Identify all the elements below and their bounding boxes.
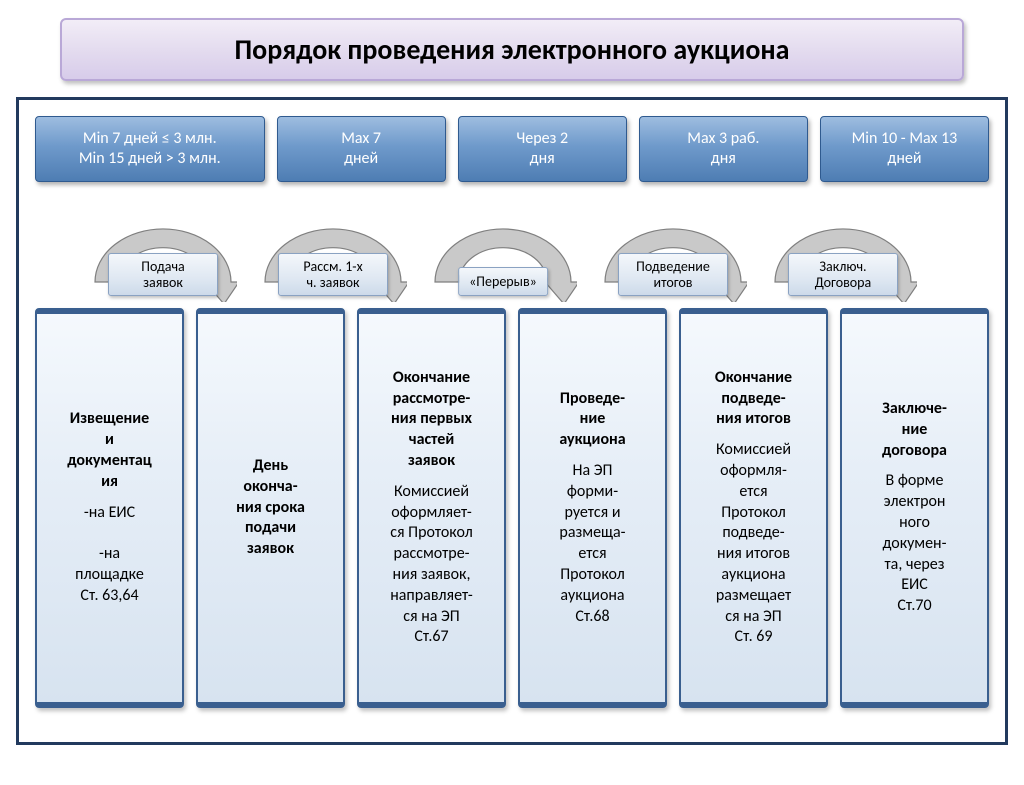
stage-body: -на ЕИС-наплощадкеСт. 63,64: [45, 503, 174, 607]
time-box: Max 7дней: [277, 116, 446, 182]
time-box-text: Max 3 раб.дня: [687, 129, 759, 169]
arc-group: Заключ.Договора: [769, 192, 917, 302]
time-box-text: Max 7дней: [341, 129, 381, 169]
arc-label: Рассм. 1-хч. заявок: [278, 253, 388, 296]
stage-box: Окончаниеподведе-ния итогов Комиссиейофор…: [679, 308, 828, 708]
page-title: Порядок проведения электронного аукциона: [72, 32, 952, 67]
time-box-text: Через 2дня: [516, 129, 568, 169]
arc-label: «Перерыв»: [458, 267, 548, 296]
stage-body: Комиссиейоформляет-ся Протоколрассмотре-…: [367, 482, 496, 648]
stage-title: Окончаниерассмотре-ния первыхчастейзаяво…: [367, 368, 496, 472]
time-box: Min 10 - Max 13дней: [820, 116, 989, 182]
arc-label: Подведениеитогов: [618, 253, 728, 296]
arc-group: Подачазаявок: [89, 192, 237, 302]
arc-group: Подведениеитогов: [599, 192, 747, 302]
arc-label: Заключ.Договора: [788, 253, 898, 296]
stage-box: Окончаниерассмотре-ния первыхчастейзаяво…: [357, 308, 506, 708]
arc-label: Подачазаявок: [108, 253, 218, 296]
time-box: Через 2дня: [458, 116, 627, 182]
stage-title: Окончаниеподведе-ния итогов: [689, 368, 818, 430]
time-box-row: Min 7 дней ≤ 3 млн.Min 15 дней > 3 млн. …: [31, 112, 993, 182]
title-banner: Порядок проведения электронного аукциона: [60, 18, 964, 81]
stage-box: Заключе-ниедоговора В формеэлектронногодо…: [840, 308, 989, 708]
stage-body: В формеэлектронногодокумен-та, черезЕИСС…: [850, 471, 979, 617]
stage-box: Извещениеидокументация -на ЕИС-наплощадке…: [35, 308, 184, 708]
arrow-row: Подачазаявок Рассм. 1-хч. заявок «Переры…: [31, 192, 993, 302]
stage-body: На ЭПформи-руется иразмеща-етсяПротокола…: [528, 461, 657, 627]
stage-title: Проведе-ниеаукциона: [528, 389, 657, 451]
time-box-text: Min 7 дней ≤ 3 млн.Min 15 дней > 3 млн.: [79, 129, 221, 169]
main-frame: Min 7 дней ≤ 3 млн.Min 15 дней > 3 млн. …: [16, 97, 1008, 745]
stage-body: Комиссиейоформля-етсяПротоколподведе-ния…: [689, 440, 818, 648]
time-box: Min 7 дней ≤ 3 млн.Min 15 дней > 3 млн.: [35, 116, 265, 182]
time-box: Max 3 раб.дня: [639, 116, 808, 182]
stage-row: Извещениеидокументация -на ЕИС-наплощадке…: [31, 302, 993, 708]
arc-group: «Перерыв»: [429, 192, 577, 302]
stage-box: Деньоконча-ния срокаподачизаявок: [196, 308, 345, 708]
time-box-text: Min 10 - Max 13дней: [852, 129, 958, 169]
stage-title: Извещениеидокументация: [45, 409, 174, 492]
stage-box: Проведе-ниеаукциона На ЭПформи-руется ира…: [518, 308, 667, 708]
arc-group: Рассм. 1-хч. заявок: [259, 192, 407, 302]
stage-title: Деньоконча-ния срокаподачизаявок: [206, 456, 335, 560]
stage-title: Заключе-ниедоговора: [850, 399, 979, 461]
